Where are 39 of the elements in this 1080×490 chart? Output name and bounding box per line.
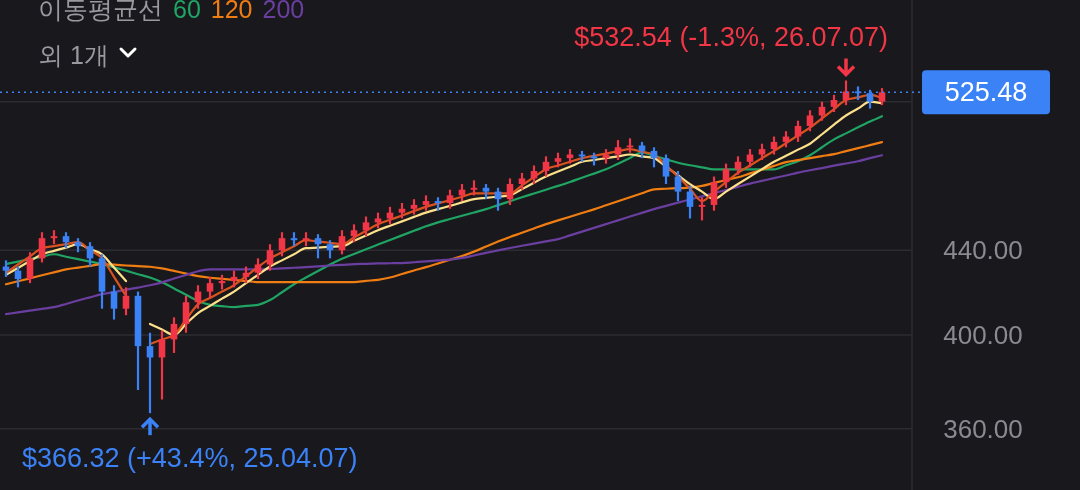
annotation: $366.32 (+43.4%, 25.04.07) (22, 443, 358, 474)
candlestick (362, 215, 370, 238)
y-tick-label: 360.00 (943, 413, 1023, 444)
text: 200 (262, 0, 305, 23)
annotation: $532.54 (-1.3%, 26.07.07) (574, 22, 888, 53)
candlestick (794, 119, 802, 144)
line-series (4, 154, 884, 316)
candlestick (110, 284, 118, 321)
y-tick-label: 440.00 (943, 235, 1023, 266)
legend-title: 이동평균선 (38, 0, 163, 23)
candlestick (206, 275, 214, 300)
candlestick (86, 241, 94, 268)
candlestick (326, 239, 334, 260)
y-tick-label: 400.00 (943, 319, 1023, 350)
candlestick (614, 139, 622, 162)
candlestick (158, 329, 166, 401)
candlestick (662, 153, 670, 186)
candlestick (338, 229, 346, 256)
candlestick (674, 169, 682, 203)
candlestick (182, 294, 190, 334)
candlestick (278, 231, 286, 258)
line-series (4, 115, 884, 309)
candlestick (842, 79, 850, 107)
candlestick (710, 175, 718, 212)
candlestick (254, 257, 262, 281)
candlestick (506, 177, 514, 207)
text: 60 (173, 0, 201, 23)
candlestick (698, 196, 706, 222)
line-series (4, 140, 884, 286)
candlestick (722, 162, 730, 189)
candlestick (314, 233, 322, 260)
candlestick (122, 286, 130, 317)
ref-line-label: 525.48 (944, 77, 1028, 108)
candlestick (446, 188, 454, 210)
candlestick (26, 251, 34, 285)
text: 120 (210, 0, 253, 23)
candlestick (806, 109, 814, 133)
annotation: 외 1개 (38, 41, 109, 69)
candlestick (38, 231, 46, 264)
